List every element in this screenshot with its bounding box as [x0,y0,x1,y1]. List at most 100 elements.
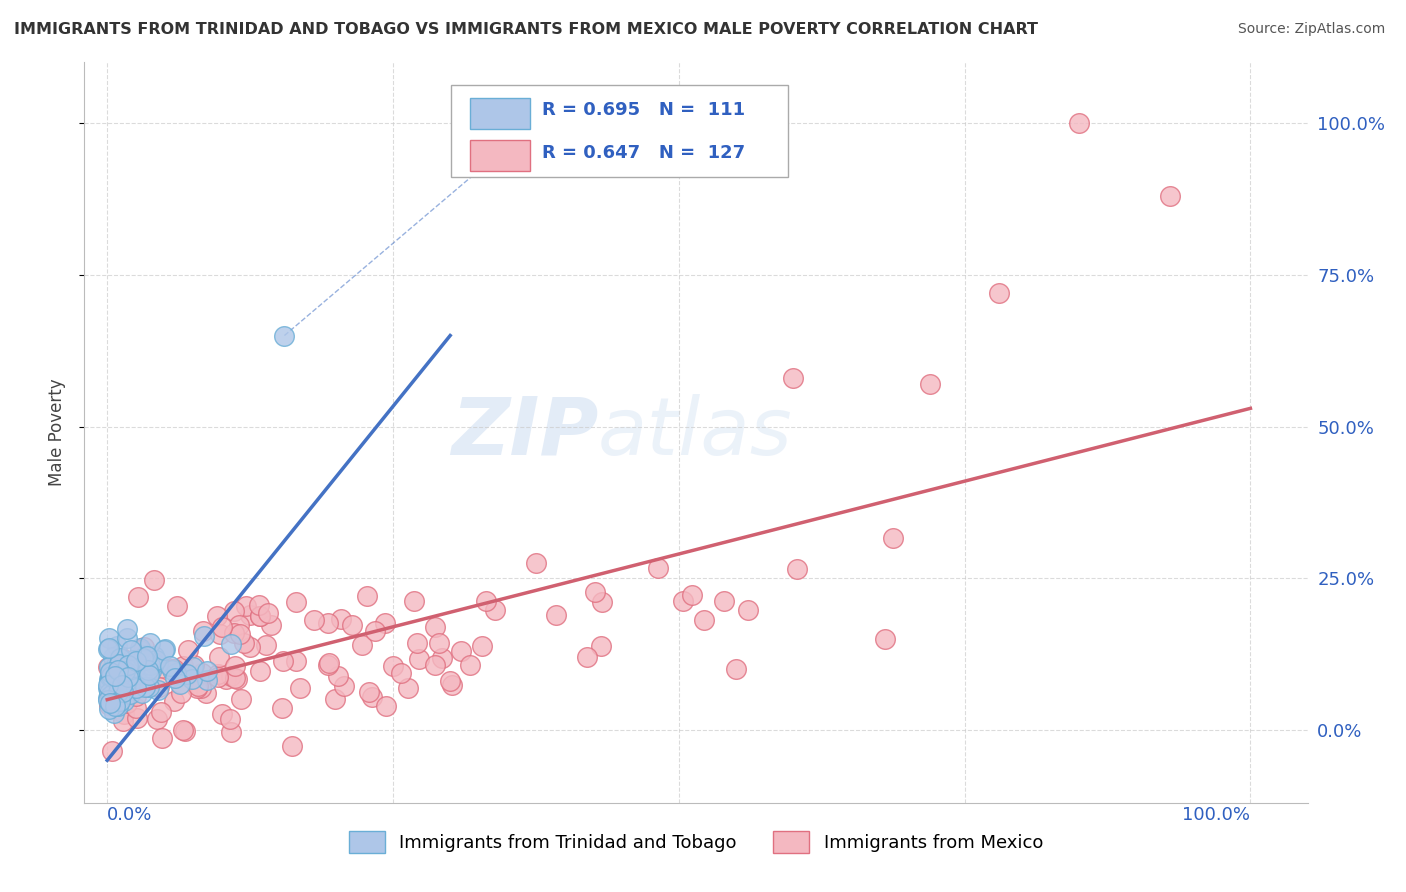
Point [101,677,124,691]
Point [110,666,132,681]
Point [143,648,166,663]
Point [110,685,132,699]
Point [576,650,599,665]
Point [228,618,250,632]
Point [256,607,278,621]
Point [98,670,121,684]
Point [97,659,120,673]
Point [101,744,124,758]
FancyBboxPatch shape [470,140,530,171]
Point [142,656,165,670]
Point [150,661,173,675]
Point [98,674,121,689]
Point [693,613,716,627]
Point [205,609,228,624]
Point [112,694,135,708]
Point [181,660,204,674]
Point [129,643,152,657]
Point [127,591,149,605]
Point [101,667,124,681]
Point [304,613,326,627]
Point [114,665,136,680]
Point [107,657,129,672]
Point [591,595,613,609]
Point [187,679,209,693]
Point [183,658,205,673]
Point [318,656,340,670]
Point [107,684,129,698]
Point [249,609,271,624]
Point [190,681,212,695]
Point [122,653,145,667]
Point [882,531,904,545]
Point [110,668,132,682]
Point [239,640,262,655]
Point [342,617,364,632]
Point [288,681,311,695]
Point [100,665,122,680]
Point [475,594,498,608]
Point [141,664,163,678]
Text: 0.0%: 0.0% [107,806,153,824]
Point [108,658,131,673]
Point [360,690,382,705]
Point [108,650,131,665]
Point [125,681,148,695]
Point [122,680,145,694]
Point [103,650,125,665]
Point [134,653,156,667]
Point [110,685,132,699]
Point [226,673,249,687]
Point [224,659,246,673]
Point [115,622,138,636]
Point [159,659,181,673]
Point [374,616,396,631]
Point [131,686,153,700]
Point [193,629,215,643]
Point [100,688,122,702]
Point [583,584,606,599]
Point [782,371,804,385]
Point [105,686,128,700]
Point [160,663,183,677]
Point [211,707,233,722]
Point [124,660,146,674]
Point [104,670,127,684]
Point [404,594,426,608]
Point [172,659,194,673]
Point [381,659,404,673]
Point [146,682,169,697]
Point [97,691,120,706]
Point [98,640,121,655]
Point [439,674,461,689]
Point [166,599,188,613]
Point [207,670,229,684]
Point [194,686,217,700]
Point [114,664,136,678]
Point [281,739,304,753]
Text: IMMIGRANTS FROM TRINIDAD AND TOBAGO VS IMMIGRANTS FROM MEXICO MALE POVERTY CORRE: IMMIGRANTS FROM TRINIDAD AND TOBAGO VS I… [14,22,1038,37]
Point [138,680,160,694]
Point [117,657,139,672]
Point [207,666,229,681]
Point [191,665,214,680]
Point [546,607,568,622]
Point [97,678,120,692]
Point [229,692,252,706]
Point [107,658,129,673]
Point [222,604,245,618]
Point [169,676,191,690]
Point [101,664,124,678]
Point [484,603,506,617]
Point [389,665,412,680]
Point [1159,189,1181,203]
Point [254,638,277,652]
Point [124,675,146,690]
Point [132,650,155,665]
Point [98,696,121,710]
Point [117,667,139,681]
Y-axis label: Male Poverty: Male Poverty [48,379,66,486]
Point [150,706,173,720]
Point [350,638,373,652]
Point [356,589,378,603]
